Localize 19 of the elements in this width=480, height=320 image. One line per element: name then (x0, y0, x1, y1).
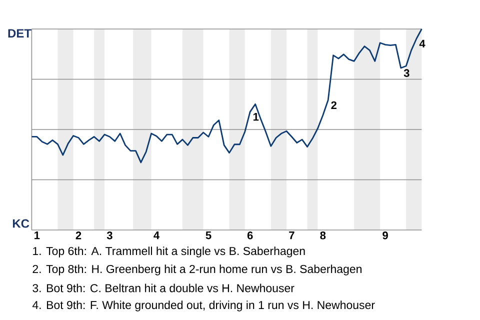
annotation: 1 (253, 113, 259, 121)
text: DET (8, 29, 32, 38)
text: 4. Bot 9th: F. White grounded out, driving in 1 run vs H. Newhouser (32, 300, 375, 312)
x-tick-label: 8 (320, 232, 326, 240)
x-tick-label: 5 (206, 232, 212, 240)
x-tick-label: 9 (382, 232, 388, 240)
text: 2. Top 8th: H. Greenberg hit a 2-run home run vs B. Saberhagen (32, 264, 362, 276)
annotation: 4 (419, 40, 426, 48)
x-tick-label: 7 (289, 232, 294, 240)
text: 1. Top 6th: A. Trammell hit a single vs B. Saberhagen (33, 246, 305, 258)
annotation: 3 (404, 69, 410, 77)
x-tick-label: 2 (76, 232, 82, 240)
x-tick-label: 3 (106, 232, 112, 240)
x-tick-label: 4 (154, 232, 160, 240)
text: 3. Bot 9th: C. Beltran hit a double vs H. Newhouser (32, 284, 294, 292)
x-tick-label: 1 (34, 232, 40, 240)
annotation: 2 (331, 101, 336, 110)
text: KC (12, 219, 30, 228)
x-tick-label: 6 (247, 232, 253, 240)
